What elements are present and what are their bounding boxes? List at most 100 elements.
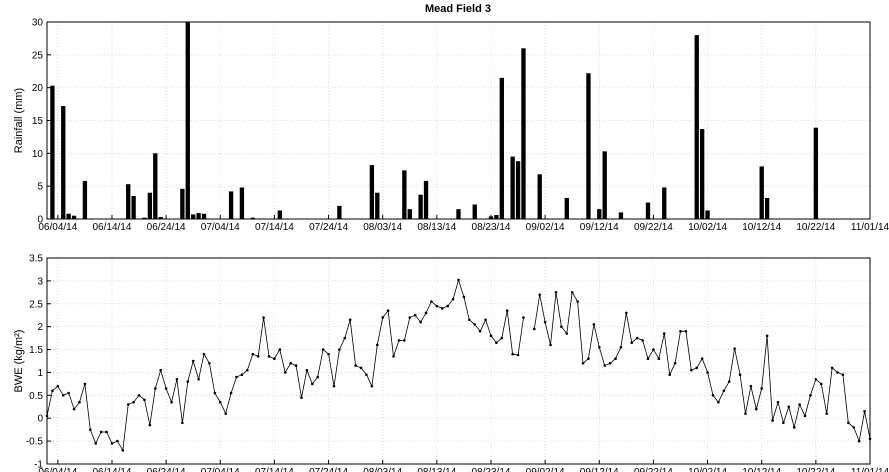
x-tick-label: 09/02/14: [526, 222, 565, 233]
bar: [488, 216, 494, 219]
point: [289, 361, 292, 365]
point: [408, 316, 412, 319]
point: [365, 373, 368, 377]
bar: [418, 194, 423, 219]
point: [246, 368, 249, 372]
bar: [764, 197, 770, 219]
bar: [423, 180, 429, 219]
x-tick-label: 07/24/14: [309, 467, 348, 472]
y-tick-label: 25: [32, 50, 44, 61]
x-tick-label: 06/04/14: [38, 467, 77, 472]
point: [803, 414, 807, 418]
point: [706, 371, 709, 374]
point: [137, 394, 141, 397]
x-tick-label: 11/01/14: [851, 222, 889, 233]
point: [338, 348, 341, 351]
point: [462, 295, 466, 299]
point: [852, 426, 856, 429]
point: [175, 378, 179, 381]
x-tick-label: 09/12/14: [580, 467, 619, 472]
point: [722, 389, 726, 393]
point: [294, 364, 298, 367]
bar: [597, 209, 602, 219]
point: [316, 375, 320, 379]
y-tick-label: 1.5: [29, 345, 43, 356]
point: [733, 347, 736, 350]
point: [208, 361, 211, 365]
point: [235, 375, 238, 379]
point: [343, 336, 347, 340]
point: [186, 380, 190, 383]
x-tick-label: 06/04/14: [38, 222, 77, 233]
bar: [759, 166, 764, 219]
x-tick-label: 10/12/14: [742, 467, 781, 472]
point: [673, 361, 677, 365]
point: [738, 373, 742, 377]
x-tick-label: 08/03/14: [363, 222, 402, 233]
x-tick-label: 07/24/14: [309, 222, 348, 233]
x-tick-label: 07/04/14: [201, 467, 240, 472]
y-tick-label: 2: [37, 322, 43, 333]
point: [695, 366, 699, 370]
x-tick-label: 09/22/14: [634, 467, 673, 472]
bar: [537, 174, 542, 219]
y-tick-label: 15: [32, 116, 44, 127]
point: [424, 311, 428, 315]
bar: [813, 127, 819, 219]
point: [51, 389, 54, 393]
point: [522, 316, 525, 319]
plot-frame: [46, 257, 871, 465]
point: [132, 400, 135, 404]
bar: [645, 202, 651, 219]
point: [348, 318, 352, 322]
point: [419, 320, 422, 324]
bar: [131, 196, 136, 219]
x-tick-label: 10/22/14: [796, 467, 835, 472]
bar: [185, 22, 190, 219]
point: [679, 329, 682, 333]
bar: [191, 214, 196, 219]
bar: [147, 192, 153, 219]
x-tick-label: 09/12/14: [580, 222, 619, 233]
point: [105, 430, 108, 434]
x-tick-label: 08/23/14: [472, 467, 511, 472]
point: [657, 357, 661, 361]
point: [847, 421, 850, 425]
bar: [521, 48, 526, 220]
bar: [564, 197, 569, 219]
point: [283, 371, 287, 374]
point: [614, 357, 617, 361]
x-tick-label: 10/22/14: [796, 222, 835, 233]
point: [78, 400, 81, 404]
y-tick-label: 3: [37, 276, 43, 287]
point: [440, 307, 444, 310]
point: [619, 345, 623, 349]
x-tick-label: 06/14/14: [93, 222, 132, 233]
x-tick-label: 10/02/14: [688, 222, 727, 233]
point: [327, 352, 330, 356]
bar: [61, 106, 66, 219]
x-tick-label: 08/13/14: [417, 222, 456, 233]
point: [99, 430, 103, 434]
y-tick-label: -1: [34, 460, 43, 471]
point: [256, 355, 260, 358]
point: [61, 394, 65, 397]
point: [511, 352, 514, 356]
point: [489, 334, 493, 338]
point: [478, 329, 482, 333]
point: [662, 332, 666, 335]
point: [533, 327, 536, 331]
point: [771, 419, 774, 422]
bar: [499, 77, 504, 219]
point: [792, 426, 796, 429]
point: [825, 412, 828, 415]
point: [473, 323, 477, 326]
point: [397, 339, 401, 342]
bar: [66, 213, 71, 219]
line: [46, 278, 871, 452]
bar: [196, 213, 201, 219]
point: [819, 382, 823, 386]
point: [392, 355, 395, 358]
bar: [369, 165, 375, 219]
point: [262, 316, 265, 319]
